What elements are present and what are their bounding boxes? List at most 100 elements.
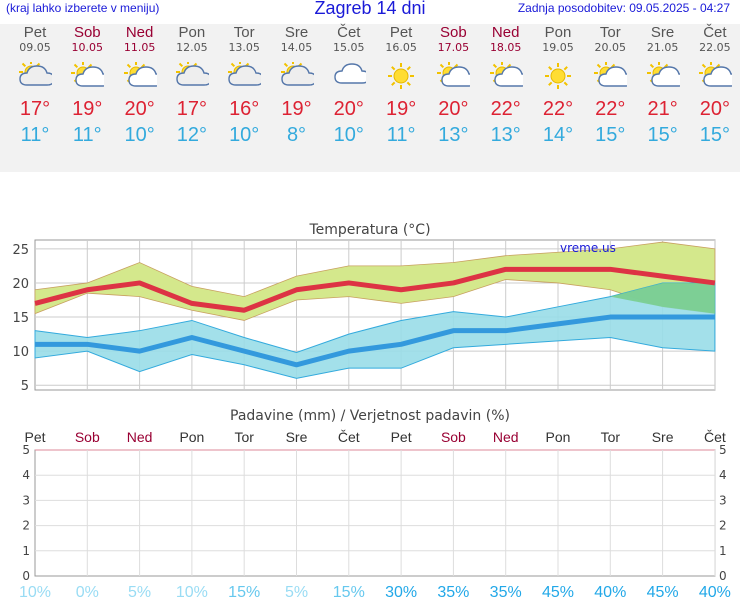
day-label: Tor — [601, 429, 621, 445]
min-temperature: 12° — [176, 124, 208, 146]
day-label: Sre — [652, 429, 674, 445]
day-label: Pet — [391, 429, 412, 445]
y-tick-label: 20 — [12, 277, 29, 292]
max-temperature: 22° — [490, 98, 521, 120]
day-label: Sob — [75, 429, 100, 445]
day-date: 16.05 — [385, 41, 417, 54]
max-temperature-line — [34, 266, 716, 313]
day-label: Sre — [286, 429, 308, 445]
probability-label: 0% — [76, 584, 99, 600]
min-temperature: 10° — [229, 124, 260, 146]
day-date: 13.05 — [228, 41, 260, 54]
last-updated: Zadnja posodobitev: 09.05.2025 - 04:27 — [517, 1, 730, 15]
day-date: 11.05 — [123, 41, 156, 54]
sun-cloud-icon — [427, 62, 479, 90]
probability-label: 15% — [333, 584, 365, 600]
min-temperature: 8° — [286, 124, 307, 146]
max-temperature: 17° — [19, 98, 51, 120]
day-column: Sob 10.05 19° 11° — [61, 24, 113, 148]
max-temperature: 22° — [542, 98, 574, 120]
temperature-lines — [34, 266, 716, 368]
min-temperature-line — [35, 314, 715, 368]
day-date: 14.05 — [280, 41, 313, 54]
day-name: Čet — [337, 24, 361, 41]
probability-label: 45% — [647, 584, 679, 600]
y-tick-label-right: 5 — [719, 443, 727, 457]
min-temperature: 10° — [333, 124, 364, 146]
day-name: Ned — [125, 24, 154, 41]
cloud-icon — [323, 62, 375, 90]
y-tick-label-left: 1 — [22, 544, 30, 558]
y-tick-label-right: 1 — [719, 544, 727, 558]
y-tick-label-left: 3 — [22, 493, 30, 507]
min-temperature: 10° — [124, 124, 155, 146]
day-name: Pon — [544, 24, 572, 41]
day-column: Pon 19.05 22° 14° — [532, 24, 584, 148]
day-name: Tor — [233, 24, 255, 41]
location-hint[interactable]: (kraj lahko izberete v meniju) — [6, 1, 160, 15]
page-title: Zagreb 14 dni — [314, 0, 426, 18]
temperature-chart-title: Temperatura (°C) — [308, 222, 430, 238]
probability-label: 15% — [228, 584, 260, 600]
max-temperature: 19° — [72, 98, 103, 120]
day-column: Sre 21.05 21° 15° — [637, 24, 689, 148]
max-temperature: 20° — [124, 98, 155, 120]
precipitation-y-ticks: 0 0 1 1 2 2 3 3 4 4 5 5 — [22, 443, 726, 583]
y-tick-label-right: 4 — [719, 468, 727, 482]
max-temperature: 20° — [333, 98, 364, 120]
probability-label: 45% — [542, 584, 574, 600]
day-label: Ned — [127, 429, 153, 445]
day-column: Čet 22.05 20° 15° — [689, 24, 740, 148]
day-date: 12.05 — [176, 41, 208, 54]
y-tick-label-right: 3 — [719, 493, 727, 507]
max-temperature: 19° — [281, 98, 312, 120]
day-column: Čet 15.05 20° 10° — [323, 24, 375, 148]
day-column: Ned 11.05 20° 10° — [114, 24, 166, 148]
partly-cloudy-rain-icon — [218, 62, 270, 90]
max-temperature: 16° — [229, 98, 260, 120]
min-temperature: 15° — [595, 124, 626, 146]
sun-cloud-icon — [114, 62, 166, 90]
max-temperature: 21° — [647, 98, 678, 120]
y-tick-label-left: 4 — [22, 468, 30, 482]
band-overlap — [35, 282, 715, 353]
min-temperature: 15° — [699, 124, 731, 146]
probability-label: 40% — [594, 584, 626, 600]
partly-cloudy-rain-icon — [9, 62, 61, 90]
sun-cloud-icon — [689, 62, 740, 90]
sun-icon — [375, 62, 427, 90]
precipitation-probabilities: 10% 0% 5% 10% 15% 5% 15% 30% 35% 35% 45% 40% 45% 40% — [19, 584, 731, 600]
min-temperature: 11° — [386, 124, 416, 146]
precipitation-chart-title: Padavine (mm) / Verjetnost padavin (%) — [230, 408, 510, 424]
sun-cloud-icon — [480, 62, 532, 90]
day-date: 19.05 — [542, 41, 574, 54]
day-date: 18.05 — [489, 41, 522, 54]
day-name: Sob — [440, 24, 467, 41]
probability-label: 35% — [490, 584, 522, 600]
day-date: 21.05 — [646, 41, 679, 54]
probability-label: 10% — [19, 584, 51, 600]
day-column: Sob 17.05 20° 13° — [427, 24, 479, 148]
partly-cloudy-rain-icon — [166, 62, 218, 90]
sun-cloud-icon — [584, 62, 636, 90]
sun-cloud-icon — [61, 62, 113, 90]
day-column: Pon 12.05 17° 12° — [166, 24, 218, 148]
day-date: 20.05 — [594, 41, 627, 54]
partly-cloudy-rain-icon — [271, 62, 323, 90]
day-label: Pon — [179, 429, 204, 445]
day-name: Pon — [178, 24, 206, 41]
day-name: Pet — [23, 24, 47, 41]
min-temperature: 11° — [20, 124, 50, 146]
day-column: Pet 09.05 17° 11° — [9, 24, 61, 148]
day-column: Pet 16.05 19° 11° — [375, 24, 427, 148]
min-temperature-band — [34, 282, 716, 379]
probability-label: 5% — [285, 584, 308, 600]
y-tick-label: 5 — [21, 379, 29, 394]
probability-label: 35% — [437, 584, 469, 600]
day-date: 22.05 — [699, 41, 731, 54]
temperature-y-ticks: 5 10 15 20 25 — [12, 243, 29, 394]
precipitation-day-labels: Pet Sob Ned Pon Tor Sre Čet Pet Sob Ned Pon Tor Sre Č… — [24, 429, 725, 445]
min-temperature: 11° — [72, 124, 102, 146]
day-label: Pet — [24, 429, 45, 445]
